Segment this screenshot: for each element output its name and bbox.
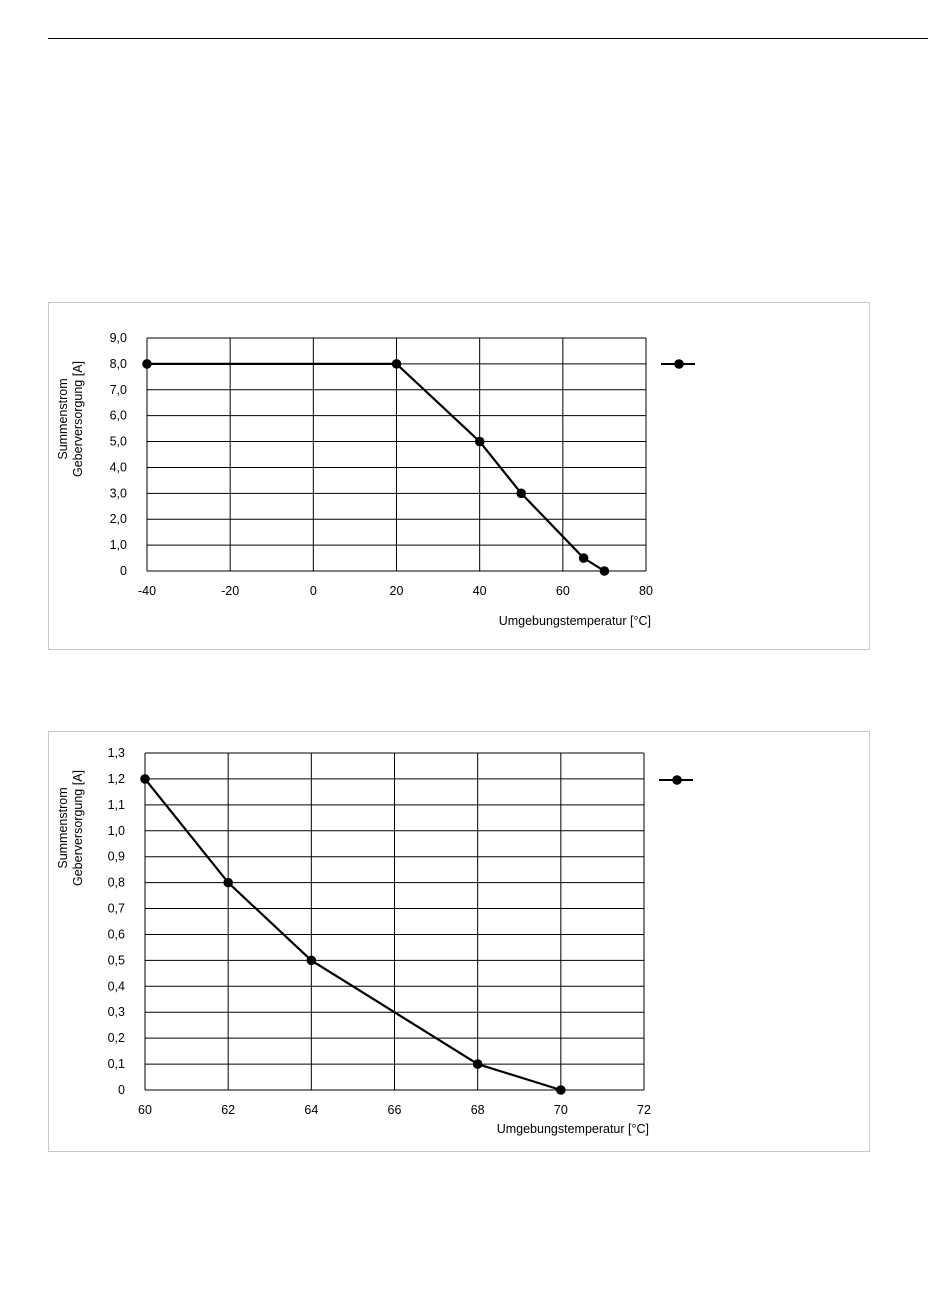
top-rule bbox=[48, 38, 928, 39]
data-point bbox=[472, 1059, 483, 1069]
x-tick-label: 80 bbox=[639, 584, 653, 598]
data-point bbox=[140, 774, 150, 784]
chart-2: 0 0,1 0,2 0,3 0,4 0,5 0,6 0,7 0,8 0,9 1,0 1,1 1,2 1,3… bbox=[56, 746, 693, 1136]
y-tick-label: 7,0 bbox=[110, 383, 127, 397]
y-tick-label: 0,3 bbox=[108, 1005, 125, 1019]
legend bbox=[661, 359, 695, 369]
y-tick-label: 1,3 bbox=[108, 746, 125, 760]
y-tick-label: 9,0 bbox=[110, 331, 127, 345]
y-axis-label-line: Summenstrom bbox=[56, 787, 70, 868]
x-tick-label: -40 bbox=[138, 584, 156, 598]
y-tick-label: 0,1 bbox=[108, 1057, 125, 1071]
data-point bbox=[391, 359, 402, 369]
data-point bbox=[556, 1085, 566, 1095]
y-tick-label: 1,1 bbox=[108, 798, 125, 812]
chart-1: 0 1,0 2,0 3,0 4,0 5,0 6,0 7,0 8,0 9,0 -40 -20 0 20 40 6… bbox=[56, 331, 695, 628]
y-tick-label: 6,0 bbox=[110, 409, 127, 423]
y-axis-label-line: Geberversorgung [A] bbox=[71, 361, 85, 477]
y-tick-label: 0,8 bbox=[108, 876, 125, 890]
x-tick-label: 64 bbox=[304, 1103, 318, 1117]
y-tick-label: 0,2 bbox=[108, 1031, 125, 1045]
y-axis-label-line: Summenstrom bbox=[56, 378, 70, 459]
y-tick-label: 5,0 bbox=[110, 435, 127, 449]
y-tick-label: 1,2 bbox=[108, 772, 125, 786]
x-tick-label: 60 bbox=[138, 1103, 152, 1117]
y-tick-label: 0 bbox=[120, 564, 127, 578]
x-tick-label: 60 bbox=[556, 584, 570, 598]
x-axis-label: Umgebungstemperatur [°C] bbox=[499, 614, 651, 628]
y-tick-label: 0 bbox=[118, 1083, 125, 1097]
y-tick-label: 0,4 bbox=[108, 979, 125, 993]
y-tick-label: 2,0 bbox=[110, 512, 127, 526]
y-tick-label: 1,0 bbox=[110, 538, 127, 552]
y-axis-label-line: Geberversorgung [A] bbox=[71, 770, 85, 886]
y-tick-label: 3,0 bbox=[110, 486, 127, 500]
y-tick-label: 0,5 bbox=[108, 953, 125, 967]
y-tick-label: 0,7 bbox=[108, 902, 125, 916]
legend bbox=[659, 775, 693, 785]
y-tick-label: 0,6 bbox=[108, 927, 125, 941]
y-axis-label: Summenstrom Geberversorgung [A] bbox=[56, 770, 85, 886]
y-tick-label: 4,0 bbox=[110, 460, 127, 474]
x-tick-label: 66 bbox=[388, 1103, 402, 1117]
x-tick-label: -20 bbox=[221, 584, 239, 598]
x-tick-label: 0 bbox=[310, 584, 317, 598]
legend-marker bbox=[672, 775, 682, 785]
y-axis-label: Summenstrom Geberversorgung [A] bbox=[56, 361, 85, 477]
y-tick-label: 1,0 bbox=[108, 824, 125, 838]
chart-1-frame: 0 1,0 2,0 3,0 4,0 5,0 6,0 7,0 8,0 9,0 -40 -20 0 20 40 6… bbox=[48, 302, 870, 650]
data-point bbox=[474, 436, 485, 447]
x-axis-label: Umgebungstemperatur [°C] bbox=[497, 1122, 649, 1136]
x-tick-label: 20 bbox=[390, 584, 404, 598]
chart-2-frame: 0 0,1 0,2 0,3 0,4 0,5 0,6 0,7 0,8 0,9 1,0 1,1 1,2 1,3… bbox=[48, 731, 870, 1152]
data-point bbox=[142, 359, 152, 369]
x-tick-label: 40 bbox=[473, 584, 487, 598]
y-tick-label: 0,9 bbox=[108, 850, 125, 864]
x-tick-label: 62 bbox=[221, 1103, 235, 1117]
data-point bbox=[516, 488, 527, 499]
legend-marker bbox=[674, 359, 684, 369]
x-tick-label: 72 bbox=[637, 1103, 651, 1117]
y-tick-label: 8,0 bbox=[110, 357, 127, 371]
x-tick-label: 70 bbox=[554, 1103, 568, 1117]
data-point bbox=[306, 955, 317, 966]
data-point bbox=[599, 566, 610, 576]
x-tick-label: 68 bbox=[471, 1103, 485, 1117]
data-point bbox=[578, 553, 589, 563]
data-point bbox=[223, 877, 233, 888]
